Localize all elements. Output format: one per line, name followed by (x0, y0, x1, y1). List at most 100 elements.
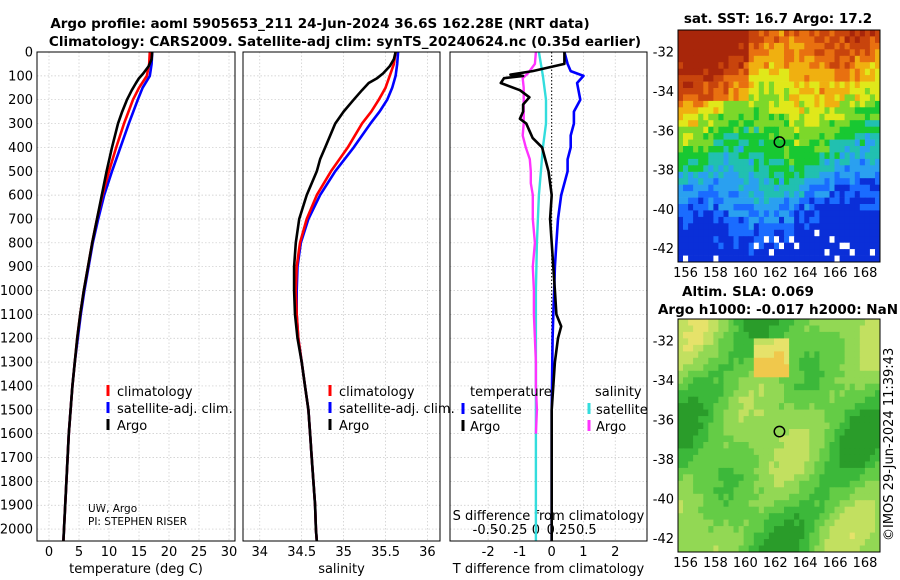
sst_map-cells (678, 30, 881, 263)
y-tick-label: 1700 (0, 451, 33, 466)
sla_map-frame (677, 318, 881, 553)
sst_map-x-tick-label: 162 (763, 266, 788, 281)
y-tick-label: 1000 (0, 284, 33, 299)
x-tick-label: 30 (221, 545, 238, 560)
x-axis-label: T difference from climatology (452, 562, 645, 577)
temperature-series-line-2 (62, 51, 154, 542)
x-tick-label: 25 (191, 545, 208, 560)
x-tick-label: 34.5 (287, 545, 316, 560)
sst_map-x-tick-label: 168 (853, 266, 878, 281)
legend-label: satellite-adj. clim. (117, 402, 233, 417)
legend-label: satellite-adj. clim. (339, 402, 455, 417)
legend-label: Argo (470, 420, 500, 435)
y-tick-label: 700 (8, 212, 33, 227)
y-tick-label: 1600 (0, 427, 33, 442)
plots-layer: 0100200300400500600700800900100011001200… (0, 29, 881, 577)
temperature-series-line-0 (62, 51, 152, 542)
diff-plot-frame (449, 51, 648, 542)
s-tick-label: 0.25 (547, 523, 576, 538)
y-tick-label: 1500 (0, 403, 33, 418)
pi-note-line1: UW, Argo (88, 503, 137, 515)
salinity-diff-line-0 (534, 51, 548, 541)
y-tick-label: 2000 (0, 523, 33, 538)
sst_map-argo-marker (773, 136, 786, 149)
salinity-series-line-0 (294, 51, 397, 542)
y-tick-label: 1300 (0, 356, 33, 371)
legend-header-temperature: temperature (470, 385, 552, 400)
temperature-plot-frame (36, 51, 236, 542)
y-tick-label: 300 (8, 117, 33, 132)
y-tick-label: 1800 (0, 475, 33, 490)
legend-header-salinity: salinity (595, 385, 642, 400)
sst_map-x-tick-label: 164 (793, 266, 818, 281)
x-tick-label: 0 (45, 545, 53, 560)
sla_map-x-tick-label: 164 (793, 556, 818, 571)
sla_map-x-tick-label: 168 (853, 556, 878, 571)
sst_map-y-tick-label: -36 (653, 124, 674, 139)
sla_map-x-tick-label: 166 (823, 556, 848, 571)
y-tick-label: 100 (8, 69, 33, 84)
sla_map-argo-marker (773, 425, 786, 438)
salinity-series-line-2 (292, 51, 397, 542)
sst_map-y-tick-label: -42 (653, 242, 674, 257)
s-tick-label: 0.5 (576, 523, 597, 538)
x-tick-label: 5 (75, 545, 83, 560)
s-tick-label: -0.25 (494, 523, 528, 538)
y-tick-label: 600 (8, 189, 33, 204)
legend-label: Argo (117, 419, 147, 434)
salinity-diff-line-1 (521, 51, 539, 434)
temperature-diff-line-argo (499, 52, 566, 541)
s-tick-label: -0.5 (473, 523, 498, 538)
sst_map-y-tick-label: -34 (653, 85, 674, 100)
y-tick-label: 1400 (0, 379, 33, 394)
sla_map-x-tick-label: 156 (673, 556, 698, 571)
sst_map-x-tick-label: 160 (733, 266, 758, 281)
pi-note-line2: PI: STEPHEN RISER (88, 516, 187, 528)
x-tick-label: 35 (335, 545, 352, 560)
y-tick-label: 1900 (0, 499, 33, 514)
x-tick-label: 36 (419, 545, 436, 560)
salinity-plot-frame (242, 51, 441, 542)
legend-label: climatology (339, 385, 415, 400)
sst_map-frame (677, 29, 881, 263)
sla_map-y-tick-label: -38 (653, 453, 674, 468)
sla_map-y-tick-label: -32 (653, 335, 674, 350)
x-axis-label: temperature (deg C) (69, 562, 203, 577)
y-tick-label: 400 (8, 141, 33, 156)
y-tick-label: 900 (8, 260, 33, 275)
figure-title-line2: Climatology: CARS2009. Satellite-adj cli… (49, 34, 641, 50)
sla_map-y-tick-label: -36 (653, 414, 674, 429)
sst_map-y-tick-label: -38 (653, 164, 674, 179)
sst_map-x-tick-label: 156 (673, 266, 698, 281)
x-tick-label: 0 (548, 545, 556, 560)
legend-label: Argo (339, 419, 369, 434)
x-tick-label: -2 (482, 545, 495, 560)
x-axis-label: salinity (318, 562, 365, 577)
legend-label: satellite (596, 403, 648, 418)
sla_map-y-tick-label: -42 (653, 532, 674, 547)
imos-credit: ©IMOS 29-Jun-2024 11:39:43 (882, 348, 897, 541)
sst_map-y-tick-label: -40 (653, 203, 674, 218)
sst_map-x-tick-label: 166 (823, 266, 848, 281)
sla_map-cells (678, 319, 881, 553)
sla-map-title: Altim. SLA: 0.069 (682, 284, 814, 300)
x-tick-label: 2 (611, 545, 619, 560)
legend-label: satellite (470, 403, 522, 418)
y-tick-label: 200 (8, 93, 33, 108)
legend-label: climatology (117, 385, 193, 400)
x-tick-label: 15 (131, 545, 148, 560)
temperature-series-line-1 (62, 51, 154, 542)
y-tick-label: 800 (8, 236, 33, 251)
y-tick-label: 1200 (0, 332, 33, 347)
sst_map-x-tick-label: 158 (703, 266, 728, 281)
x-tick-label: 10 (101, 545, 118, 560)
figure-title-line1: Argo profile: aoml 5905653_211 24-Jun-20… (50, 16, 589, 32)
legend-label: Argo (596, 420, 626, 435)
s-axis-label: S difference from climatology (453, 509, 645, 524)
y-tick-label: 500 (8, 165, 33, 180)
sla_map-x-tick-label: 162 (763, 556, 788, 571)
sla_map-y-tick-label: -34 (653, 374, 674, 389)
sla_map-x-tick-label: 158 (703, 556, 728, 571)
